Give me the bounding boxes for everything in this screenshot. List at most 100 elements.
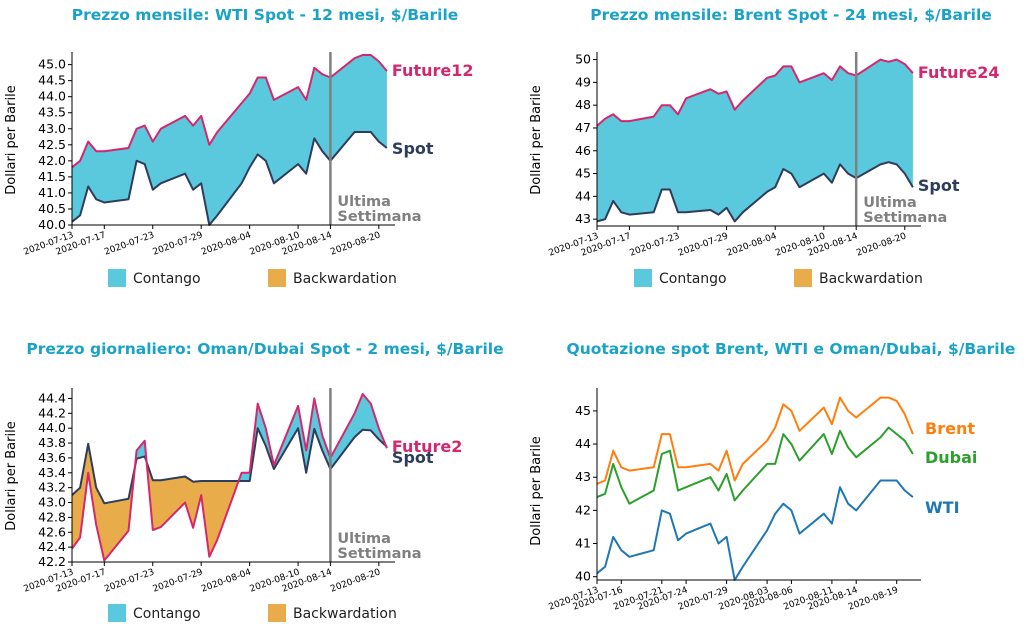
legend-label-backwardation: Backwardation bbox=[293, 271, 397, 287]
chart-panel-brent: Prezzo mensile: Brent Spot - 24 mesi, $/… bbox=[517, 0, 1033, 315]
y-tick-label: 44 bbox=[575, 436, 591, 451]
y-tick-label: 45 bbox=[575, 403, 591, 418]
series-line-spot bbox=[71, 427, 388, 505]
series-line-spot bbox=[71, 131, 388, 226]
contango-area bbox=[597, 59, 913, 222]
series-label-wti: WTI bbox=[925, 498, 960, 517]
chart-brent-svg: Prezzo mensile: Brent Spot - 24 mesi, $/… bbox=[529, 6, 999, 287]
series-label-spot: Spot bbox=[918, 176, 960, 195]
y-tick-label: 40.5 bbox=[38, 201, 66, 216]
x-tick-label: 2020-07-29 bbox=[152, 567, 205, 594]
y-axis-label: Dollari per Barile bbox=[529, 436, 544, 545]
y-tick-label: 44.2 bbox=[38, 405, 66, 420]
legend-swatch-backwardation bbox=[794, 269, 812, 287]
y-tick-label: 44.0 bbox=[38, 420, 66, 435]
series-line-future bbox=[71, 54, 388, 169]
last-week-label-line1: Ultima bbox=[337, 531, 391, 547]
series-line-future bbox=[596, 58, 914, 127]
legend-swatch-backwardation bbox=[268, 604, 286, 622]
backwardation-area bbox=[146, 462, 239, 557]
y-tick-label: 40 bbox=[575, 569, 591, 584]
y-tick-label: 44.0 bbox=[38, 89, 66, 104]
chart-title: Prezzo mensile: Brent Spot - 24 mesi, $/… bbox=[590, 6, 992, 24]
y-tick-label: 47 bbox=[575, 120, 591, 135]
y-tick-label: 48 bbox=[575, 97, 591, 112]
legend-label-contango: Contango bbox=[659, 271, 727, 287]
chart-panel-wti: Prezzo mensile: WTI Spot - 12 mesi, $/Ba… bbox=[0, 0, 516, 315]
x-tick-label: 2020-08-04 bbox=[200, 567, 253, 594]
legend-label-contango: Contango bbox=[133, 271, 201, 287]
y-tick-label: 42.6 bbox=[38, 524, 66, 539]
y-tick-label: 44 bbox=[575, 188, 591, 203]
chart-title: Prezzo giornaliero: Oman/Dubai Spot - 2 … bbox=[26, 340, 503, 358]
y-tick-label: 43.0 bbox=[38, 495, 66, 510]
last-week-label-line2: Settimana bbox=[337, 209, 421, 225]
y-tick-label: 43.5 bbox=[38, 105, 66, 120]
y-tick-label: 50 bbox=[575, 52, 591, 67]
y-tick-label: 49 bbox=[575, 74, 591, 89]
chart-title: Prezzo mensile: WTI Spot - 12 mesi, $/Ba… bbox=[72, 6, 459, 24]
x-tick-label: 2020-07-23 bbox=[628, 231, 681, 258]
y-tick-label: 45.0 bbox=[38, 57, 66, 72]
y-tick-label: 42.8 bbox=[38, 509, 66, 524]
y-tick-label: 42.5 bbox=[38, 137, 66, 152]
legend: Contango Backwardation bbox=[108, 269, 397, 287]
y-axis-label: Dollari per Barile bbox=[4, 421, 19, 530]
y-tick-label: 46 bbox=[575, 143, 591, 158]
x-tick-label: 2020-08-20 bbox=[329, 230, 382, 257]
y-tick-label: 43.8 bbox=[38, 435, 66, 450]
last-week-label-line2: Settimana bbox=[863, 210, 947, 226]
y-tick-label: 41.0 bbox=[38, 185, 66, 200]
series-label-future: Future2 bbox=[392, 437, 462, 456]
chart-oman-dubai-svg: Prezzo giornaliero: Oman/Dubai Spot - 2 … bbox=[4, 340, 504, 622]
y-tick-label: 44.4 bbox=[38, 390, 66, 405]
last-week-label-line1: Ultima bbox=[863, 195, 917, 211]
y-axis-label: Dollari per Barile bbox=[529, 85, 544, 194]
chart-panel-oman-dubai: Prezzo giornaliero: Oman/Dubai Spot - 2 … bbox=[0, 316, 516, 631]
chart-spot-quotes-svg: Quotazione spot Brent, WTI e Oman/Dubai,… bbox=[529, 340, 1016, 613]
y-tick-label: 40.0 bbox=[38, 217, 66, 232]
chart-panel-spot-quotes: Quotazione spot Brent, WTI e Oman/Dubai,… bbox=[517, 316, 1033, 631]
x-tick-label: 2020-07-29 bbox=[152, 230, 205, 257]
y-tick-label: 41 bbox=[575, 536, 591, 551]
x-tick-label: 2020-07-23 bbox=[103, 567, 156, 594]
series-line-future bbox=[71, 393, 388, 562]
x-tick-label: 2020-08-04 bbox=[726, 231, 779, 258]
legend-label-backwardation: Backwardation bbox=[819, 271, 923, 287]
y-tick-label: 42.0 bbox=[38, 153, 66, 168]
legend-swatch-contango bbox=[108, 604, 126, 622]
series-line-dubai bbox=[596, 426, 914, 505]
legend-swatch-backwardation bbox=[268, 269, 286, 287]
y-tick-label: 41.5 bbox=[38, 169, 66, 184]
x-tick-label: 2020-07-29 bbox=[677, 231, 730, 258]
legend: Contango Backwardation bbox=[634, 269, 923, 287]
y-tick-label: 43.2 bbox=[38, 480, 66, 495]
x-tick-label: 2020-08-20 bbox=[329, 567, 382, 594]
y-tick-label: 43.6 bbox=[38, 450, 66, 465]
y-axis-label: Dollari per Barile bbox=[4, 85, 19, 194]
legend-swatch-contango bbox=[634, 269, 652, 287]
y-tick-label: 43 bbox=[575, 469, 591, 484]
series-line-brent bbox=[596, 396, 914, 485]
last-week-label-line2: Settimana bbox=[337, 546, 421, 562]
x-tick-label: 2020-08-20 bbox=[855, 231, 908, 258]
series-label-dubai: Dubai bbox=[925, 448, 977, 467]
x-tick-label: 2020-08-04 bbox=[200, 230, 253, 257]
legend-label-contango: Contango bbox=[133, 606, 201, 622]
y-tick-label: 42 bbox=[575, 502, 591, 517]
x-tick-label: 2020-07-23 bbox=[103, 230, 156, 257]
chart-wti-svg: Prezzo mensile: WTI Spot - 12 mesi, $/Ba… bbox=[4, 6, 474, 287]
legend-swatch-contango bbox=[108, 269, 126, 287]
y-tick-label: 43.4 bbox=[38, 465, 66, 480]
contango-area bbox=[135, 440, 147, 467]
y-tick-label: 45 bbox=[575, 166, 591, 181]
series-label-future: Future12 bbox=[392, 61, 474, 80]
series-line-spot bbox=[596, 161, 914, 223]
chart-title: Quotazione spot Brent, WTI e Oman/Dubai,… bbox=[567, 340, 1016, 358]
legend-label-backwardation: Backwardation bbox=[293, 606, 397, 622]
y-tick-label: 42.2 bbox=[38, 554, 66, 569]
last-week-label-line1: Ultima bbox=[337, 194, 391, 210]
y-tick-label: 42.4 bbox=[38, 539, 66, 554]
series-label-spot: Spot bbox=[392, 448, 434, 467]
legend: Contango Backwardation bbox=[108, 604, 397, 622]
